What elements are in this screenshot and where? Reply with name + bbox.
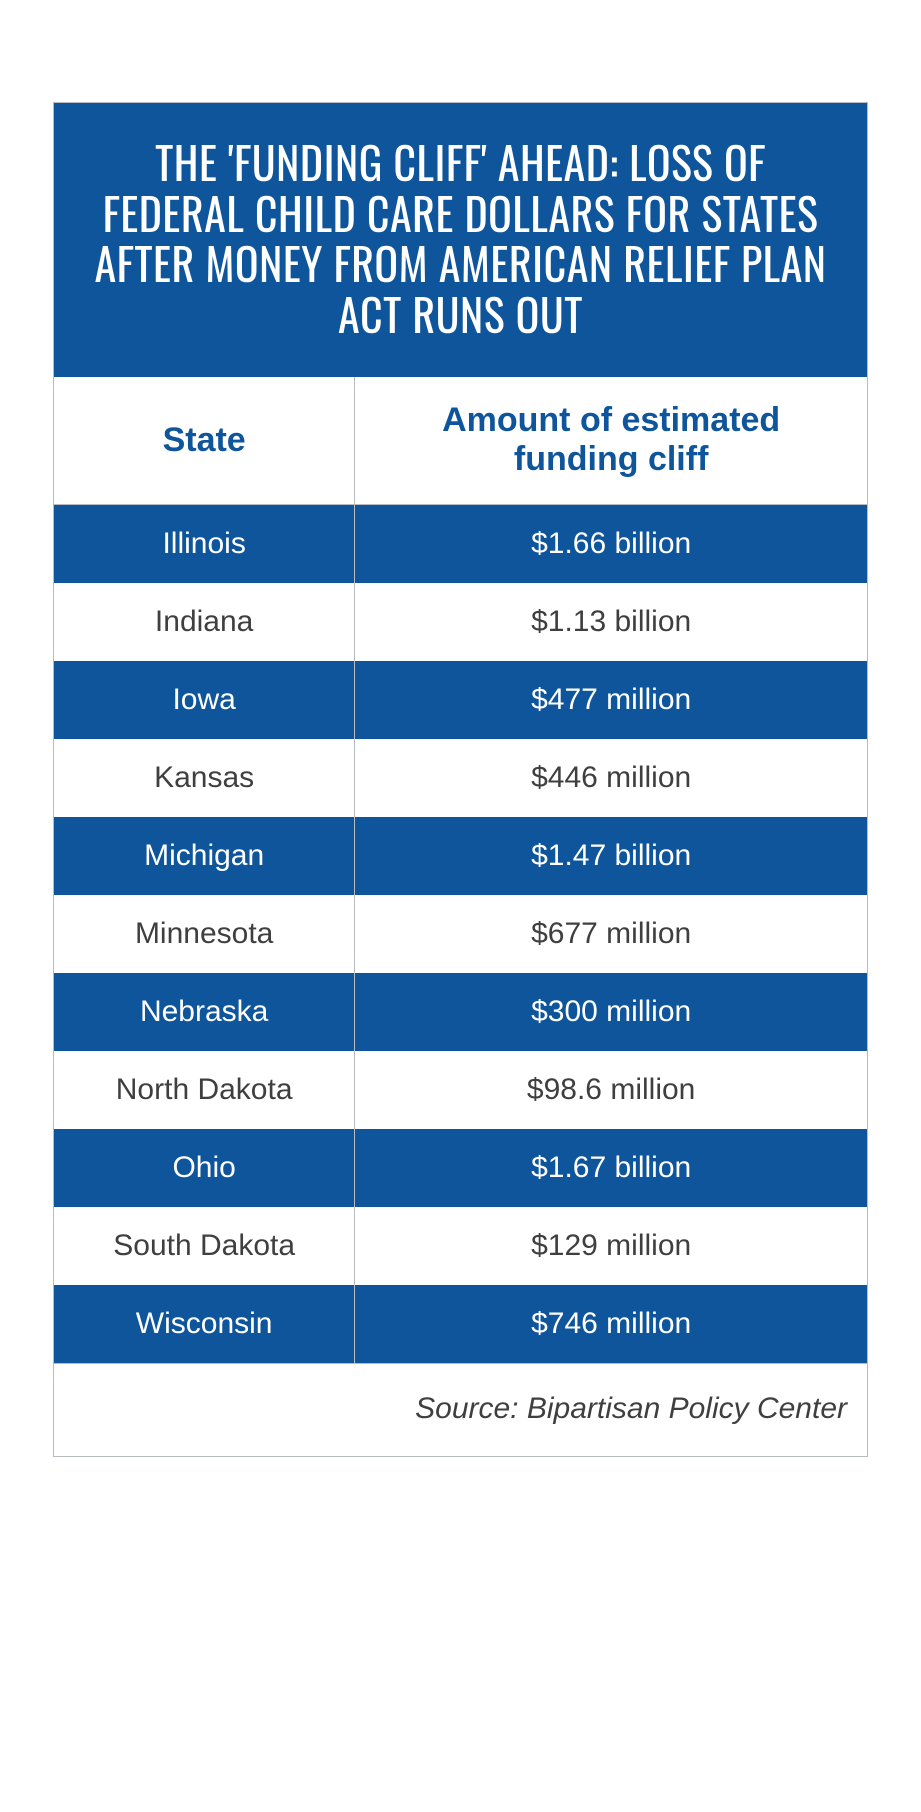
- cell-amount: $1.66 billion: [355, 504, 867, 583]
- table-row: Wisconsin $746 million: [54, 1285, 867, 1364]
- col-header-amount-line2: funding cliff: [514, 440, 709, 478]
- table-row: Iowa $477 million: [54, 661, 867, 739]
- cell-amount: $1.47 billion: [355, 817, 867, 895]
- table-row: Nebraska $300 million: [54, 973, 867, 1051]
- cell-amount: $300 million: [355, 973, 867, 1051]
- source-text: Source: Bipartisan Policy Center: [54, 1363, 867, 1456]
- cell-state: Indiana: [54, 583, 355, 661]
- cell-state: South Dakota: [54, 1207, 355, 1285]
- cell-amount: $1.13 billion: [355, 583, 867, 661]
- cell-amount: $1.67 billion: [355, 1129, 867, 1207]
- cell-amount: $746 million: [355, 1285, 867, 1364]
- col-header-amount-line1: Amount of estimated: [442, 401, 780, 439]
- table-row: Michigan $1.47 billion: [54, 817, 867, 895]
- table-row: South Dakota $129 million: [54, 1207, 867, 1285]
- col-header-state: State: [54, 377, 355, 504]
- cell-amount: $129 million: [355, 1207, 867, 1285]
- funding-cliff-card: THE 'FUNDING CLIFF' AHEAD: LOSS OF FEDER…: [53, 102, 868, 1457]
- cell-state: North Dakota: [54, 1051, 355, 1129]
- cell-state: Michigan: [54, 817, 355, 895]
- table-row: North Dakota $98.6 million: [54, 1051, 867, 1129]
- cell-amount: $446 million: [355, 739, 867, 817]
- cell-state: Illinois: [54, 504, 355, 583]
- cell-amount: $677 million: [355, 895, 867, 973]
- cell-state: Minnesota: [54, 895, 355, 973]
- card-title: THE 'FUNDING CLIFF' AHEAD: LOSS OF FEDER…: [54, 103, 867, 377]
- cell-amount: $477 million: [355, 661, 867, 739]
- cell-state: Wisconsin: [54, 1285, 355, 1364]
- table-row: Ohio $1.67 billion: [54, 1129, 867, 1207]
- table-header-row: State Amount of estimated funding cliff: [54, 377, 867, 504]
- cell-state: Nebraska: [54, 973, 355, 1051]
- cell-state: Kansas: [54, 739, 355, 817]
- cell-state: Ohio: [54, 1129, 355, 1207]
- table-row: Minnesota $677 million: [54, 895, 867, 973]
- col-header-amount: Amount of estimated funding cliff: [355, 377, 867, 504]
- source-row: Source: Bipartisan Policy Center: [54, 1363, 867, 1456]
- table-row: Kansas $446 million: [54, 739, 867, 817]
- table-row: Indiana $1.13 billion: [54, 583, 867, 661]
- cell-amount: $98.6 million: [355, 1051, 867, 1129]
- table-row: Illinois $1.66 billion: [54, 504, 867, 583]
- funding-cliff-table: State Amount of estimated funding cliff …: [54, 377, 867, 1455]
- table-body: Illinois $1.66 billion Indiana $1.13 bil…: [54, 504, 867, 1456]
- cell-state: Iowa: [54, 661, 355, 739]
